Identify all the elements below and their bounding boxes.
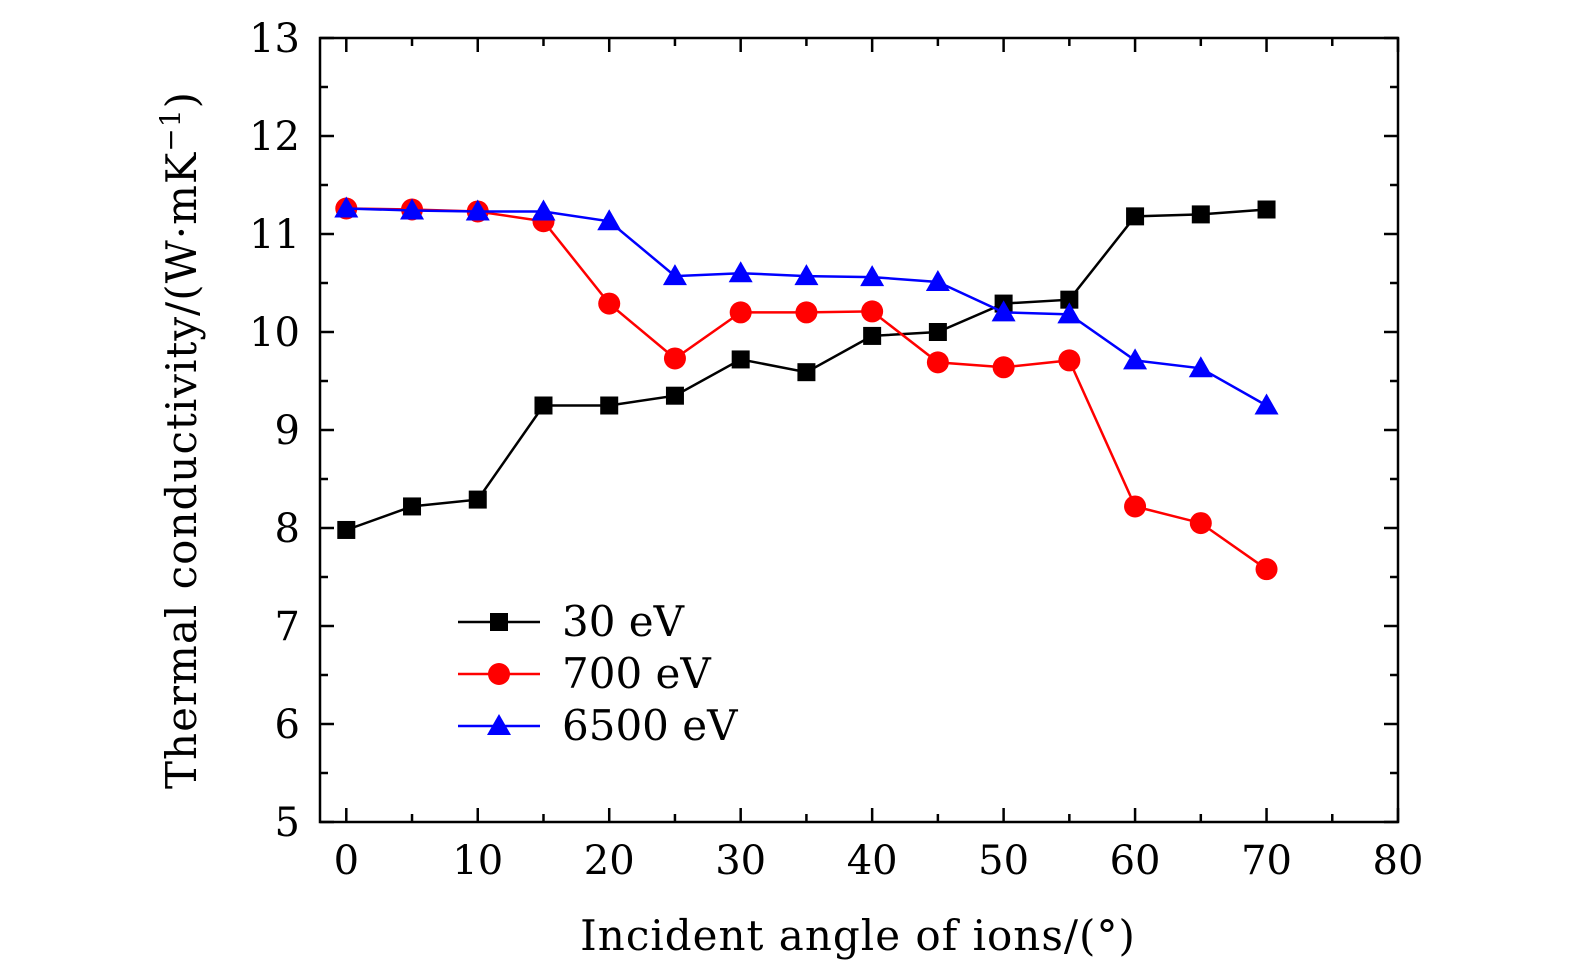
x-tick-label: 80 — [1373, 838, 1424, 884]
y-axis-title: Thermal conductivity/(W·mK−1) — [154, 91, 207, 789]
data-point — [337, 520, 356, 539]
data-point — [1191, 205, 1210, 224]
data-point — [925, 270, 950, 292]
data-point — [1188, 356, 1213, 378]
data-point — [729, 301, 752, 324]
data-point — [794, 264, 819, 286]
x-tick-label: 40 — [847, 838, 898, 884]
y-axis-title-close: ) — [157, 91, 206, 108]
series-2 — [334, 196, 1279, 415]
x-tick-label: 30 — [715, 838, 766, 884]
data-point — [861, 300, 884, 323]
data-point — [400, 198, 425, 220]
series-0 — [337, 200, 1276, 539]
legend-label: 700 eV — [562, 649, 711, 698]
y-tick-label: 13 — [249, 16, 300, 62]
data-point — [1124, 495, 1147, 518]
data-point — [928, 323, 947, 341]
data-point — [334, 196, 359, 218]
data-point — [1189, 512, 1212, 535]
data-point — [1257, 200, 1276, 219]
series-layer — [334, 196, 1279, 581]
y-tick-label: 11 — [249, 212, 300, 258]
data-point — [926, 351, 949, 374]
y-axis-title-exponent: −1 — [154, 108, 187, 151]
x-axis-title: Incident angle of ions/(°) — [580, 911, 1136, 960]
data-point — [665, 386, 684, 405]
x-tick-label: 50 — [978, 838, 1029, 884]
legend-label: 30 eV — [562, 597, 685, 646]
data-point — [1126, 207, 1145, 226]
data-point — [1254, 393, 1279, 415]
data-point — [598, 292, 621, 315]
y-tick-label: 5 — [275, 800, 300, 846]
legend-label: 6500 eV — [562, 701, 738, 750]
data-point — [1060, 290, 1079, 309]
y-tick-label: 9 — [275, 408, 300, 454]
legend-marker — [487, 714, 511, 735]
data-point — [728, 261, 753, 283]
data-point — [662, 264, 687, 286]
data-point — [531, 199, 556, 221]
data-point — [403, 497, 422, 516]
x-tick-label: 0 — [334, 838, 359, 884]
data-point — [663, 347, 686, 370]
data-point — [468, 490, 487, 509]
data-point — [1057, 302, 1082, 324]
x-tick-label: 60 — [1110, 838, 1161, 884]
data-point — [465, 199, 490, 221]
y-axis: 5 6 7 8 9 10 11 12 13 — [249, 16, 1398, 846]
data-point — [863, 326, 882, 345]
data-point — [795, 301, 818, 324]
y-tick-label: 10 — [249, 310, 300, 356]
data-point — [991, 300, 1016, 322]
data-point — [992, 356, 1015, 379]
data-point — [600, 396, 619, 415]
data-point — [1255, 558, 1278, 581]
y-tick-label: 12 — [249, 114, 300, 160]
legend-marker — [490, 613, 508, 631]
data-point — [860, 265, 885, 287]
x-tick-label: 20 — [584, 838, 635, 884]
y-tick-label: 6 — [275, 702, 300, 748]
data-point — [1123, 348, 1148, 370]
data-point — [1058, 349, 1081, 372]
data-point — [597, 209, 622, 231]
data-point — [731, 350, 750, 369]
x-tick-label: 70 — [1241, 838, 1292, 884]
data-point — [534, 396, 553, 415]
plot-frame — [318, 36, 1400, 824]
legend-marker — [488, 663, 510, 685]
series-1 — [335, 197, 1278, 581]
y-tick-label: 8 — [275, 506, 300, 552]
x-axis: 0 10 20 30 40 50 60 70 80 — [334, 38, 1424, 884]
x-tick-label: 10 — [452, 838, 503, 884]
y-tick-label: 7 — [275, 604, 300, 650]
data-point — [797, 363, 816, 382]
y-axis-title-main: Thermal conductivity/(W·mK — [157, 151, 206, 789]
